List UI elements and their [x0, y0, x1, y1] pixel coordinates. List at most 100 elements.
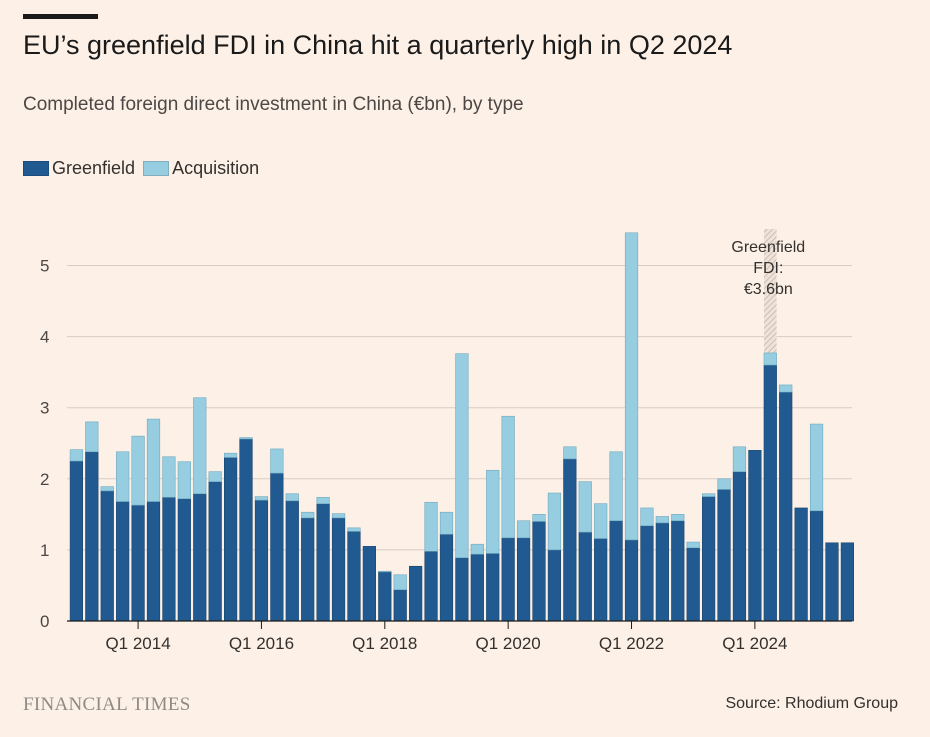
bar-acquisition: [578, 481, 592, 533]
bar-acquisition: [732, 446, 747, 472]
bar-greenfield: [686, 547, 700, 622]
bar-greenfield: [270, 472, 284, 622]
bar-acquisition: [702, 493, 716, 497]
ft-brand-logo: FINANCIAL TIMES: [23, 694, 191, 715]
bar-greenfield: [393, 589, 407, 622]
bar-acquisition: [162, 456, 176, 498]
bar-greenfield: [825, 542, 839, 622]
bar-acquisition: [316, 496, 330, 504]
annotation-label: FDI:: [753, 260, 783, 277]
bar-greenfield: [331, 517, 346, 622]
bar-acquisition: [671, 514, 685, 522]
bar-acquisition: [301, 511, 315, 519]
bar-greenfield: [409, 565, 423, 622]
bar-greenfield: [100, 490, 114, 622]
bar-acquisition: [486, 469, 500, 554]
bar-acquisition: [69, 449, 83, 462]
bar-greenfield: [624, 539, 639, 622]
bar-greenfield: [301, 517, 315, 622]
bar-greenfield: [146, 501, 161, 622]
bar-greenfield: [578, 531, 592, 622]
bar-acquisition: [285, 493, 299, 502]
bar-greenfield: [501, 537, 515, 622]
bar-greenfield: [702, 496, 716, 622]
bar-greenfield: [748, 450, 762, 622]
bar-greenfield: [208, 481, 222, 622]
x-tick-label: Q1 2022: [599, 634, 664, 653]
bar-acquisition: [146, 418, 161, 502]
x-tick-label: Q1 2016: [229, 634, 294, 653]
bar-greenfield: [732, 471, 747, 622]
bar-greenfield: [285, 500, 299, 622]
bar-acquisition: [100, 486, 114, 492]
legend-item-greenfield: Greenfield: [23, 158, 135, 179]
bar-acquisition: [655, 516, 669, 524]
bar-acquisition: [239, 437, 253, 440]
source-note: Source: Rhodium Group: [725, 695, 898, 712]
bar-greenfield: [717, 489, 731, 622]
bar-greenfield: [779, 391, 793, 622]
bar-greenfield: [640, 525, 654, 622]
bar-acquisition: [193, 397, 207, 495]
bar-greenfield: [516, 537, 531, 622]
bar-greenfield: [609, 520, 623, 622]
annotation-label: Greenfield: [731, 239, 805, 256]
y-tick-label: 5: [40, 257, 49, 276]
bar-greenfield: [85, 451, 99, 622]
bar-greenfield: [439, 533, 454, 622]
bar-acquisition: [85, 421, 99, 453]
x-tick-label: Q1 2018: [352, 634, 417, 653]
legend-item-acquisition: Acquisition: [143, 158, 259, 179]
bar-acquisition: [470, 543, 484, 555]
chart-title: EU’s greenfield FDI in China hit a quart…: [23, 30, 733, 60]
bar-acquisition: [439, 511, 454, 535]
bar-greenfield: [671, 520, 685, 622]
y-tick-label: 2: [40, 470, 49, 489]
bar-acquisition: [763, 352, 777, 366]
bar-greenfield: [840, 542, 854, 622]
x-tick-label: Q1 2020: [476, 634, 541, 653]
bar-acquisition: [717, 478, 731, 490]
bar-greenfield: [563, 458, 577, 622]
legend-label-acquisition: Acquisition: [172, 158, 260, 178]
bar-acquisition: [686, 541, 700, 549]
annotation-highlight: [764, 229, 777, 353]
bar-acquisition: [563, 446, 577, 460]
y-tick-label: 0: [40, 612, 49, 631]
chart-legend: Greenfield Acquisition: [23, 158, 267, 179]
bar-greenfield: [239, 438, 253, 622]
bar-acquisition: [547, 492, 562, 551]
bar-greenfield: [655, 522, 669, 622]
y-tick-label: 3: [40, 399, 49, 418]
bar-acquisition: [779, 384, 793, 393]
bar-greenfield: [532, 521, 546, 622]
bar-greenfield: [547, 549, 562, 622]
bar-acquisition: [594, 503, 608, 539]
bar-greenfield: [809, 510, 824, 622]
annotation-label: €3.6bn: [744, 281, 793, 298]
x-tick-label: Q1 2024: [722, 634, 787, 653]
bar-acquisition: [177, 461, 191, 500]
title-accent-bar: [23, 14, 98, 19]
bar-acquisition: [224, 452, 238, 458]
bar-greenfield: [763, 364, 777, 622]
bar-acquisition: [393, 574, 407, 591]
legend-label-greenfield: Greenfield: [52, 158, 136, 178]
chart-subtitle: Completed foreign direct investment in C…: [23, 94, 524, 115]
bar-acquisition: [378, 570, 392, 573]
bar-acquisition: [254, 496, 269, 501]
bar-greenfield: [131, 504, 145, 622]
bar-acquisition: [331, 513, 346, 519]
y-tick-label: 1: [40, 541, 49, 560]
bar-greenfield: [162, 496, 176, 622]
bar-greenfield: [116, 501, 130, 622]
bar-greenfield: [177, 498, 191, 622]
bar-greenfield: [486, 553, 500, 622]
bar-acquisition: [640, 507, 654, 527]
bar-acquisition: [501, 415, 515, 539]
bar-acquisition: [347, 527, 361, 532]
x-tick-label: Q1 2014: [105, 634, 170, 653]
bar-greenfield: [362, 546, 376, 622]
bar-greenfield: [254, 499, 269, 622]
